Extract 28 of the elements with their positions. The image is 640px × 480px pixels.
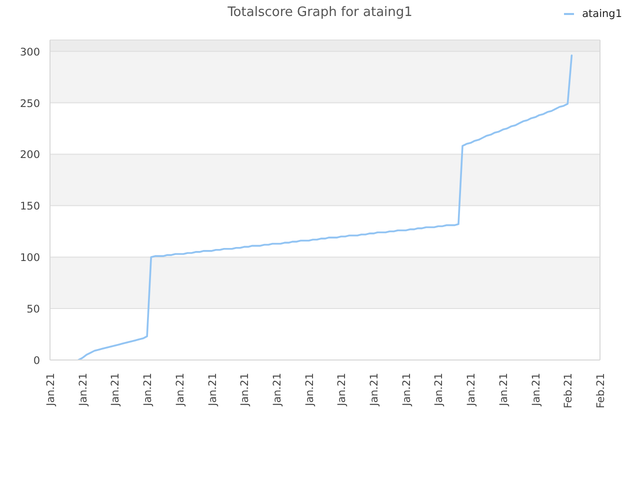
x-tick-label: Jan.21 xyxy=(77,373,90,407)
x-tick-label: Jan.21 xyxy=(206,373,219,407)
x-tick-label: Jan.21 xyxy=(466,373,478,407)
y-tick-label: 100 xyxy=(20,252,40,264)
x-tick-label: Jan.21 xyxy=(110,373,122,407)
x-tick-label: Jan.21 xyxy=(142,373,154,407)
x-tick-label: Jan.21 xyxy=(368,373,381,407)
y-tick-label: 50 xyxy=(26,304,40,316)
y-tick-label: 300 xyxy=(20,46,40,58)
y-tick-label: 200 xyxy=(20,149,40,162)
x-tick-label: Jan.21 xyxy=(530,373,542,407)
line-series xyxy=(77,54,573,360)
y-tick-label: 150 xyxy=(20,200,40,213)
x-tick-label: Jan.21 xyxy=(271,373,284,407)
x-tick-label: Jan.21 xyxy=(45,373,57,407)
x-tick-label: Jan.21 xyxy=(336,373,348,407)
x-tick-label: Feb.21 xyxy=(595,373,607,408)
legend-label: ataing1 xyxy=(582,8,622,20)
x-tick-label: Jan.21 xyxy=(433,373,446,407)
x-tick-label: Feb.21 xyxy=(562,373,575,408)
y-tick-label: 0 xyxy=(33,355,40,367)
x-tick-label: Jan.21 xyxy=(400,373,413,407)
chart-title: Totalscore Graph for ataing1 xyxy=(228,5,412,20)
x-tick-label: Jan.21 xyxy=(304,373,316,407)
x-tick-label: Jan.21 xyxy=(239,373,252,407)
x-tick-label: Jan.21 xyxy=(174,373,186,407)
y-tick-label: 250 xyxy=(20,98,40,110)
x-tick-label: Jan.21 xyxy=(498,373,510,407)
